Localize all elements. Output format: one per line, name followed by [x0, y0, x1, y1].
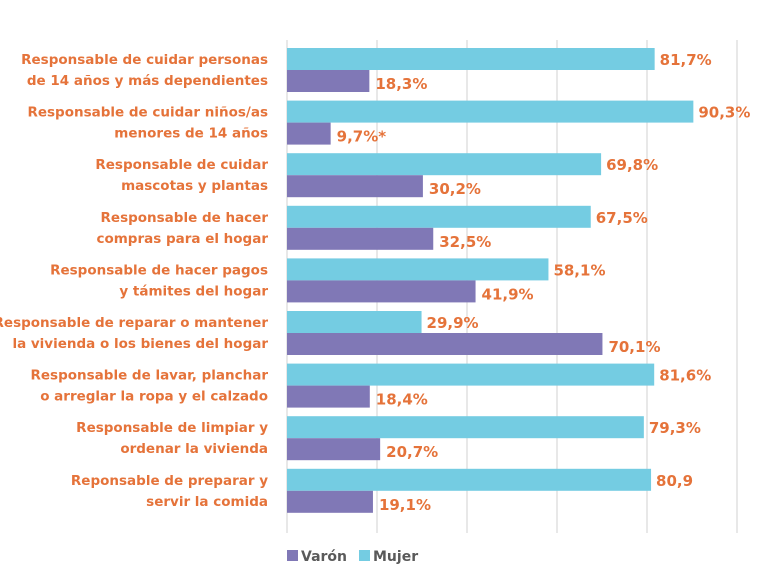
- category-label: y támites del hogar: [119, 283, 268, 299]
- category-label: Responsable de limpiar y: [76, 420, 268, 436]
- value-label-mujer: 58,1%: [553, 261, 605, 279]
- bar-mujer: [287, 205, 591, 228]
- category-label: Responsable de cuidar personas: [21, 52, 268, 68]
- bar-mujer: [287, 416, 644, 439]
- value-label-varon: 9,7%*: [337, 128, 387, 146]
- category-label: Responsable de cuidar: [95, 157, 268, 173]
- bar-mujer: [287, 311, 422, 333]
- bar-mujer: [287, 100, 694, 123]
- category-label: Responsable de lavar, planchar: [31, 368, 269, 384]
- category-label: compras para el hogar: [96, 231, 268, 247]
- value-label-varon: 20,7%: [386, 443, 438, 461]
- value-label-mujer: 67,5%: [596, 209, 648, 227]
- bar-varon: [287, 175, 423, 198]
- category-label: servir la comida: [146, 494, 268, 510]
- category-label: Responsable de cuidar niños/as: [27, 105, 268, 121]
- bar-mujer: [287, 153, 602, 176]
- value-label-varon: 18,4%: [376, 391, 428, 409]
- bar-varon: [287, 227, 434, 250]
- value-label-mujer: 69,8%: [606, 156, 658, 174]
- value-label-mujer: 80,9: [656, 472, 693, 490]
- bar-varon: [287, 333, 603, 355]
- category-label: de 14 años y más dependientes: [27, 73, 268, 89]
- category-label: menores de 14 años: [114, 126, 268, 142]
- category-label: Responsable de hacer: [101, 210, 269, 226]
- value-label-varon: 41,9%: [482, 285, 534, 303]
- category-label: o arreglar la ropa y el calzado: [40, 389, 268, 405]
- legend-swatch-mujer: [359, 550, 370, 561]
- category-label: Responsable de hacer pagos: [50, 262, 268, 278]
- category-label: mascotas y plantas: [121, 178, 268, 194]
- bar-mujer: [287, 468, 652, 491]
- bar-varon: [287, 438, 381, 461]
- bar-mujer: [287, 258, 549, 281]
- bar-mujer: [287, 48, 655, 70]
- value-label-varon: 30,2%: [429, 180, 481, 198]
- category-label: la vivienda o los bienes del hogar: [12, 336, 268, 352]
- category-label: ordenar la vivienda: [120, 441, 268, 457]
- bar-varon: [287, 490, 373, 513]
- bar-varon: [287, 385, 370, 408]
- legend-label-mujer: Mujer: [373, 549, 418, 565]
- category-label: Responsable de reparar o mantener: [0, 315, 268, 331]
- category-label: Reponsable de preparar y: [71, 473, 268, 489]
- legend-swatch-varon: [287, 550, 298, 561]
- bar-varon: [287, 70, 370, 92]
- bar-varon: [287, 280, 476, 303]
- value-label-varon: 19,1%: [379, 496, 431, 514]
- value-label-varon: 70,1%: [608, 338, 660, 356]
- value-label-mujer: 79,3%: [649, 419, 701, 437]
- value-label-varon: 32,5%: [439, 233, 491, 251]
- value-label-mujer: 90,3%: [698, 104, 750, 122]
- bar-varon: [287, 122, 331, 145]
- value-label-mujer: 29,9%: [427, 314, 479, 332]
- value-label-mujer: 81,7%: [660, 51, 712, 69]
- legend-label-varon: Varón: [301, 549, 347, 565]
- value-label-varon: 18,3%: [375, 75, 427, 93]
- bar-mujer: [287, 363, 655, 386]
- value-label-mujer: 81,6%: [659, 367, 711, 385]
